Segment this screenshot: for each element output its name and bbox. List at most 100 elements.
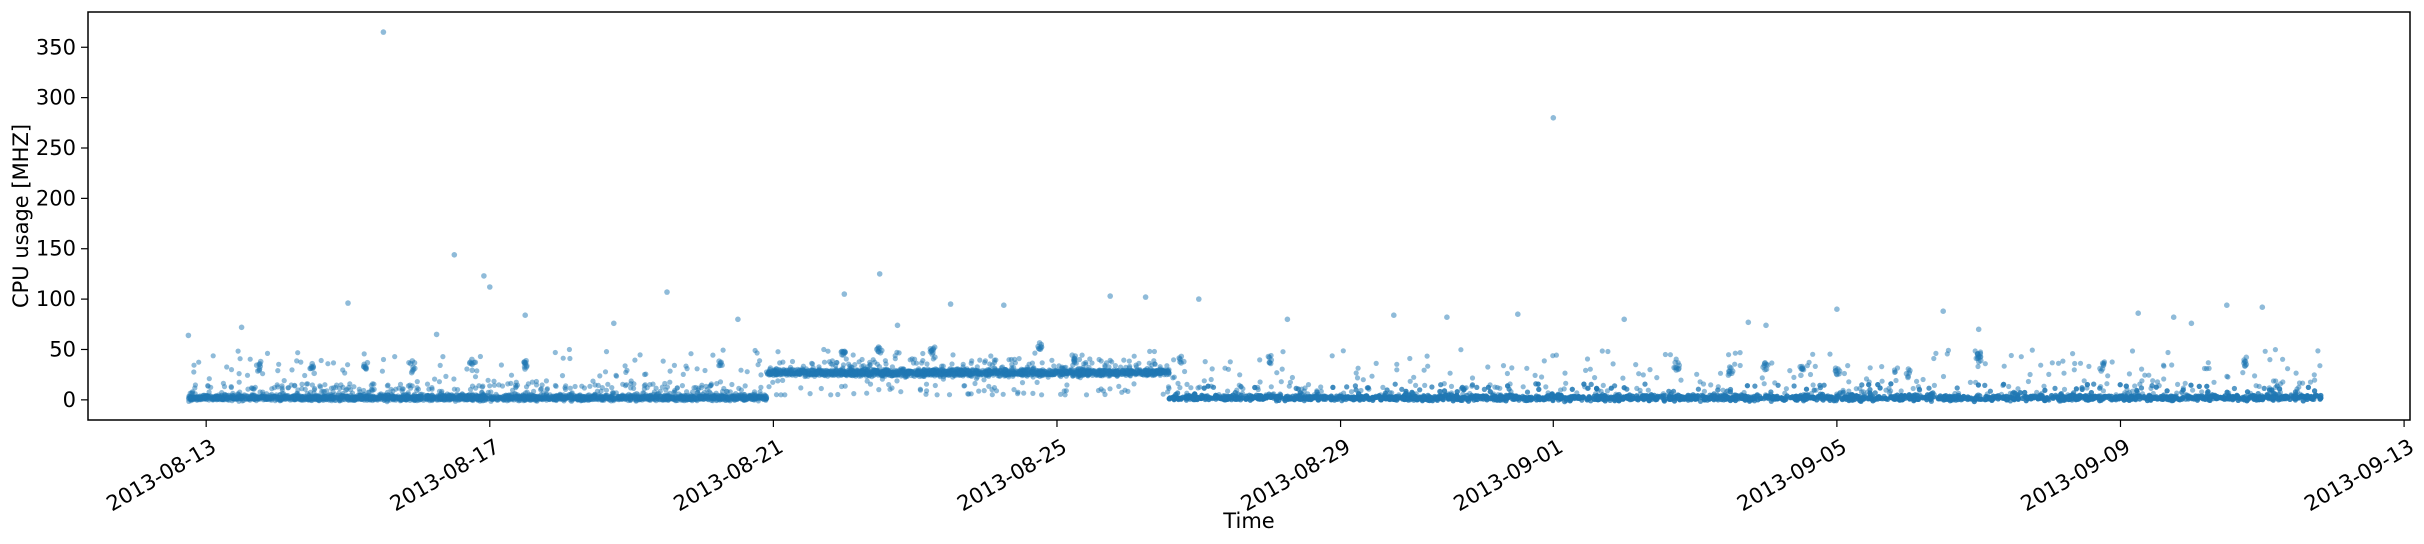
data-point [1039, 360, 1045, 366]
data-point [521, 396, 527, 402]
data-point [1040, 370, 1046, 376]
data-point [231, 396, 237, 402]
data-point [285, 385, 291, 391]
data-point [749, 396, 755, 402]
data-point [688, 397, 694, 403]
data-point [603, 387, 610, 393]
data-point [883, 361, 889, 367]
data-point [359, 396, 365, 402]
data-point [965, 368, 972, 374]
data-point [533, 398, 539, 404]
data-point [424, 381, 431, 387]
data-point [260, 397, 267, 403]
data-point [920, 358, 926, 364]
data-point [679, 383, 686, 389]
data-point [494, 397, 501, 403]
data-point [865, 371, 871, 377]
data-point [789, 358, 796, 365]
data-point [857, 369, 863, 375]
data-point [552, 396, 558, 402]
data-point [333, 394, 339, 400]
data-point [856, 359, 862, 365]
data-point [839, 368, 845, 374]
data-point [1017, 371, 1023, 377]
data-point [738, 387, 745, 393]
data-point [1030, 370, 1036, 376]
data-point [949, 361, 955, 367]
data-point [610, 389, 616, 395]
data-point [457, 396, 463, 402]
data-point [1085, 370, 1091, 376]
data-point [1049, 357, 1055, 363]
data-point [317, 384, 324, 390]
data-point [499, 383, 506, 389]
data-point [1070, 373, 1076, 379]
data-point [1045, 370, 1051, 376]
data-point [659, 396, 666, 402]
data-point [780, 359, 786, 365]
data-point [816, 364, 822, 370]
data-point [758, 384, 764, 390]
data-point [1087, 356, 1093, 362]
data-point [1068, 367, 1074, 374]
data-point [240, 393, 246, 399]
data-point [893, 369, 899, 375]
data-point [503, 394, 509, 400]
data-point [960, 370, 966, 376]
data-point [1009, 371, 1015, 377]
data-point [680, 395, 686, 401]
data-point [205, 383, 211, 389]
data-point [412, 397, 418, 403]
data-point [590, 395, 597, 401]
data-point [285, 394, 291, 400]
data-point [991, 359, 998, 366]
data-point [302, 386, 308, 392]
data-point [821, 369, 827, 375]
data-point [567, 385, 573, 391]
data-point [1120, 369, 1126, 375]
data-point [653, 385, 659, 391]
data-point [1051, 363, 1057, 369]
data-point [575, 394, 581, 400]
data-point [917, 368, 924, 374]
data-point [487, 383, 493, 389]
scatter-points [185, 29, 2324, 405]
data-point [315, 397, 322, 403]
data-point [1083, 359, 1089, 366]
data-point [389, 395, 395, 402]
data-point [995, 370, 1001, 376]
data-point [215, 396, 221, 402]
data-point [311, 396, 317, 402]
data-point [340, 396, 346, 403]
data-point [1012, 356, 1018, 362]
data-point [537, 394, 543, 400]
data-point [260, 389, 266, 395]
data-point [809, 361, 816, 367]
data-point [647, 382, 653, 388]
data-point [467, 386, 474, 393]
data-point [531, 393, 537, 399]
data-point [345, 394, 351, 400]
data-point [924, 361, 930, 367]
data-point [572, 383, 578, 390]
data-point [901, 366, 907, 372]
data-point [368, 395, 374, 401]
data-point [840, 362, 847, 368]
data-point [479, 395, 485, 401]
data-point [1016, 356, 1022, 362]
data-point [1166, 370, 1172, 376]
data-point [1035, 371, 1042, 377]
data-point [1006, 357, 1012, 363]
data-point [1161, 369, 1167, 375]
data-point [186, 395, 192, 401]
data-point [674, 385, 680, 391]
data-point [684, 389, 690, 395]
data-point [983, 372, 990, 378]
data-point [356, 386, 362, 392]
data-point [1126, 358, 1132, 364]
data-point [777, 371, 783, 377]
data-point [321, 395, 327, 401]
data-point [604, 395, 610, 401]
data-point [371, 381, 377, 387]
